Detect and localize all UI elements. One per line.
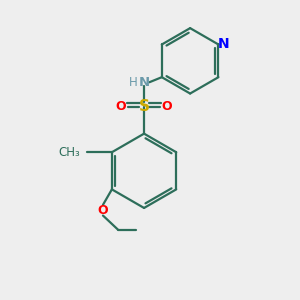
Text: N: N bbox=[139, 76, 150, 89]
Text: H: H bbox=[129, 76, 138, 89]
Text: O: O bbox=[98, 204, 108, 217]
Text: N: N bbox=[218, 38, 230, 52]
Text: O: O bbox=[162, 100, 172, 113]
Text: S: S bbox=[139, 99, 150, 114]
Text: CH₃: CH₃ bbox=[58, 146, 80, 159]
Text: O: O bbox=[116, 100, 127, 113]
